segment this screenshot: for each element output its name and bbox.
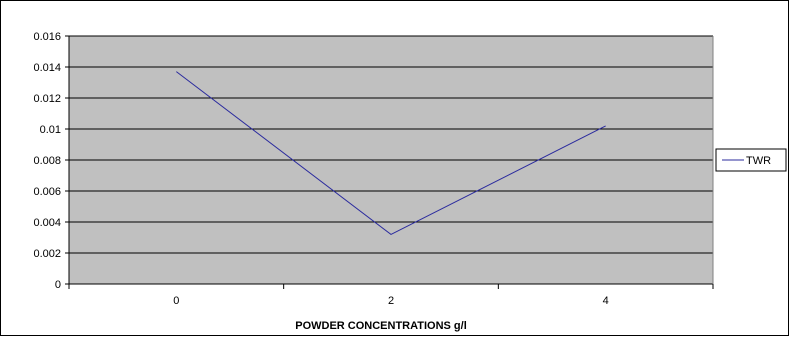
y-tick-label: 0.016 [33,31,61,43]
y-tick-label: 0.01 [40,124,61,136]
y-tick-label: 0.002 [33,248,61,260]
y-tick-label: 0.004 [33,217,61,229]
y-tick-label: 0 [55,279,61,291]
legend: TWR [716,149,786,171]
y-tick-label: 0.006 [33,186,61,198]
legend-label-twr: TWR [746,155,771,167]
x-tick-label: 2 [388,295,394,307]
x-tick-label: 0 [173,295,179,307]
y-tick-label: 0.008 [33,155,61,167]
y-tick-label: 0.012 [33,93,61,105]
y-tick-label: 0.014 [33,62,61,74]
x-axis-title: POWDER CONCENTRATIONS g/l [295,320,467,332]
x-tick-label: 4 [603,295,609,307]
